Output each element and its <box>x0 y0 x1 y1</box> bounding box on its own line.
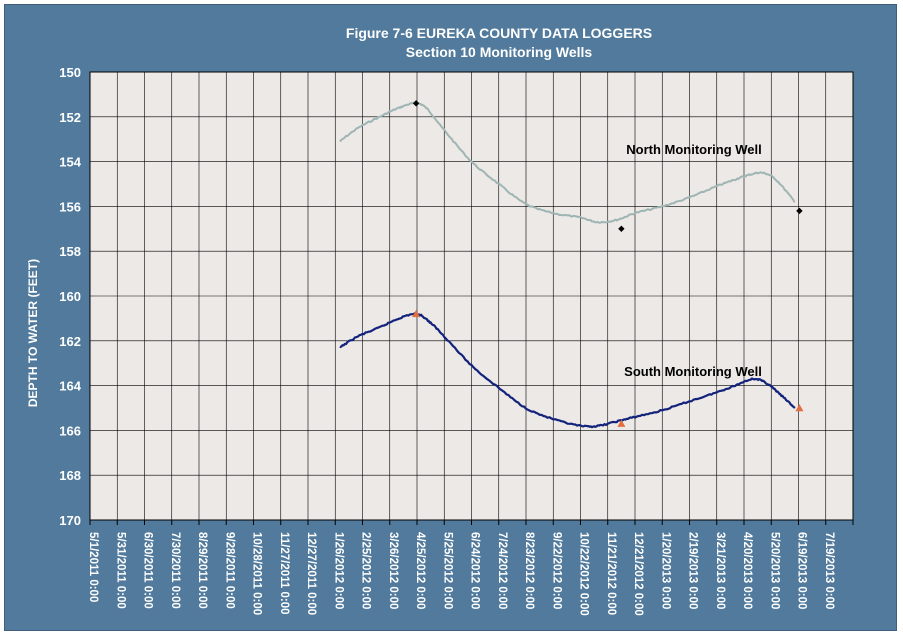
x-tick-label: 6/19/2013 0:00 <box>796 532 808 609</box>
y-tick-label: 164 <box>59 379 81 394</box>
y-tick-label: 150 <box>59 65 81 80</box>
south-well-annotation: South Monitoring Well <box>624 364 762 379</box>
y-axis-label: DEPTH TO WATER (FEET) <box>26 259 40 407</box>
south-well-point <box>617 419 626 427</box>
north-well-point <box>618 225 625 232</box>
x-tick-label: 3/26/2012 0:00 <box>387 532 399 609</box>
y-tick-label: 162 <box>59 334 81 349</box>
chart-subtitle: Section 10 Monitoring Wells <box>406 44 593 60</box>
series-lines <box>339 101 796 429</box>
north-well-point <box>796 207 803 215</box>
x-tick-label: 7/30/2011 0:00 <box>169 532 181 609</box>
y-tick-label: 170 <box>59 513 81 528</box>
y-tick-label: 154 <box>59 155 81 170</box>
y-tick-label: 158 <box>59 244 81 259</box>
south-well-line <box>339 312 796 429</box>
north-well-line <box>339 101 796 224</box>
grid-lines <box>89 72 854 525</box>
north-well-point <box>412 100 420 107</box>
x-tick-label: 10/22/2012 0:00 <box>578 532 590 616</box>
x-tick-label: 7/24/2012 0:00 <box>496 532 508 609</box>
x-tick-label: 11/21/2012 0:00 <box>605 532 617 615</box>
x-tick-label: 9/22/2012 0:00 <box>550 532 562 609</box>
x-tick-label: 3/21/2013 0:00 <box>714 532 726 609</box>
x-tick-label: 8/29/2011 0:00 <box>196 532 208 609</box>
y-tick-label: 152 <box>59 110 81 125</box>
x-tick-labels: 5/1/2011 0:00 5/31/2011 0:00 6/30/2011 0:0… <box>87 532 835 616</box>
x-tick-label: 9/28/2011 0:00 <box>223 532 235 609</box>
x-tick-label: 6/24/2012 0:00 <box>469 532 481 609</box>
x-tick-label: 2/25/2012 0:00 <box>360 532 372 609</box>
x-tick-label: 10/28/2011 0:00 <box>251 532 263 615</box>
x-tick-label: 7/19/2013 0:00 <box>823 532 835 609</box>
x-tick-label: 1/26/2012 0:00 <box>332 532 344 609</box>
x-tick-label: 6/30/2011 0:00 <box>142 532 154 609</box>
north-well-annotation: North Monitoring Well <box>626 142 762 157</box>
chart-frame: Figure 7-6 EUREKA COUNTY DATA LOGGERS Se… <box>4 4 897 631</box>
x-tick-label: 5/1/2011 0:00 <box>87 532 99 602</box>
y-tick-label: 160 <box>59 289 81 304</box>
south-well-point <box>795 404 804 412</box>
x-tick-label: 1/20/2013 0:00 <box>659 532 671 609</box>
x-tick-label: 8/23/2012 0:00 <box>523 532 535 609</box>
y-tick-labels: 150 152 154 156 158 160 162 164 166 168 170 <box>59 65 81 528</box>
data-markers <box>412 100 804 427</box>
y-tick-label: 156 <box>59 199 81 214</box>
x-tick-label: 5/31/2011 0:00 <box>114 532 126 609</box>
chart-svg: Figure 7-6 EUREKA COUNTY DATA LOGGERS Se… <box>26 25 854 616</box>
x-tick-label: 5/25/2012 0:00 <box>441 532 453 609</box>
x-tick-label: 12/21/2012 0:00 <box>632 532 644 616</box>
x-tick-label: 2/19/2013 0:00 <box>687 532 699 609</box>
x-tick-label: 11/27/2011 0:00 <box>278 532 290 615</box>
x-tick-label: 4/25/2012 0:00 <box>414 532 426 609</box>
x-tick-label: 4/20/2013 0:00 <box>741 532 753 609</box>
y-tick-label: 166 <box>59 423 81 438</box>
chart-title: Figure 7-6 EUREKA COUNTY DATA LOGGERS <box>346 25 652 41</box>
y-tick-label: 168 <box>59 468 81 483</box>
x-tick-label: 12/27/2011 0:00 <box>305 532 317 615</box>
south-well-point <box>412 309 421 318</box>
x-tick-label: 5/20/2013 0:00 <box>768 532 780 609</box>
